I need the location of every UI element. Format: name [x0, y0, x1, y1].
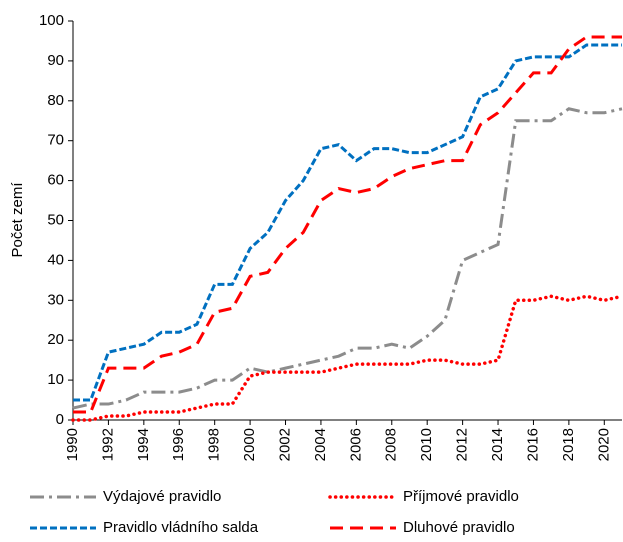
x-tick-label: 2018 [560, 428, 577, 461]
y-tick-label: 30 [47, 291, 64, 308]
legend-label: Výdajové pravidlo [103, 488, 221, 505]
series-line [73, 35, 622, 414]
x-tick-label: 2004 [312, 428, 329, 461]
legend-label: Pravidlo vládního salda [103, 519, 259, 536]
y-tick-label: 80 [47, 92, 64, 109]
y-tick-label: 100 [39, 12, 64, 29]
y-tick-label: 60 [47, 172, 64, 189]
x-tick-label: 2000 [241, 428, 258, 461]
x-tick-label: 1998 [206, 428, 223, 461]
x-tick-label: 2016 [524, 428, 541, 461]
x-tick-label: 2014 [489, 428, 506, 461]
y-tick-label: 70 [47, 132, 64, 149]
x-tick-label: 2010 [418, 428, 435, 461]
series-line [73, 43, 622, 402]
y-tick-label: 20 [47, 331, 64, 348]
y-tick-label: 40 [47, 251, 64, 268]
y-tick-label: 90 [47, 52, 64, 69]
x-tick-label: 2002 [276, 428, 293, 461]
legend-label: Dluhové pravidlo [403, 519, 515, 536]
legend-label: Příjmové pravidlo [403, 488, 519, 505]
x-tick-label: 2006 [347, 428, 364, 461]
y-tick-label: 0 [56, 411, 64, 428]
series-line [72, 107, 623, 410]
y-tick-label: 10 [47, 371, 64, 388]
x-tick-label: 1992 [99, 428, 116, 461]
x-tick-label: 1996 [170, 428, 187, 461]
series-line [71, 294, 623, 422]
x-tick-label: 2020 [595, 428, 612, 461]
x-tick-label: 2008 [383, 428, 400, 461]
x-tick-label: 2012 [454, 428, 471, 461]
y-axis-label: Počet zemí [9, 182, 26, 258]
y-tick-label: 50 [47, 211, 64, 228]
x-tick-label: 1994 [135, 428, 152, 461]
x-tick-label: 1990 [64, 428, 81, 461]
